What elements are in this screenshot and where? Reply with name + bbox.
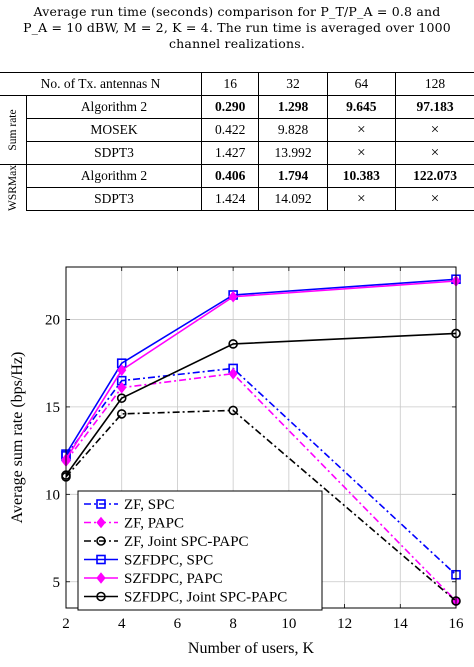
- table-cell: ×: [327, 118, 397, 142]
- runtime-table: No. of Tx. antennas N 16 32 64 128 Sum r…: [0, 72, 474, 211]
- x-tick-label: 8: [229, 616, 237, 632]
- column-header: 128: [395, 72, 474, 96]
- x-tick-label: 6: [174, 616, 182, 632]
- legend: ZF, SPC ZF, PAPC ZF, Joint SPC-PAPC SZFDPC,…: [77, 490, 323, 611]
- table-cell: 10.383: [327, 164, 397, 188]
- caption-line-3: channel realizations.: [168, 36, 306, 51]
- x-tick-label: 4: [118, 616, 126, 632]
- legend-marker: [96, 572, 106, 584]
- y-tick-label: 15: [45, 400, 60, 416]
- y-tick-label: 10: [45, 487, 60, 503]
- data-point: [116, 393, 127, 403]
- table-cell: 122.073: [395, 164, 474, 188]
- table-cell: ×: [395, 187, 474, 211]
- table-cell: ×: [327, 141, 397, 165]
- x-tick-label: 2: [62, 616, 70, 632]
- table-cell: 1.427: [201, 141, 260, 165]
- series-line: [65, 367, 457, 576]
- caption-line-2: P_A = 10 dBW, M = 2, K = 4. The run time…: [23, 20, 451, 35]
- x-tick-label: 12: [337, 616, 352, 632]
- data-point: [228, 290, 238, 303]
- series-line: [65, 409, 457, 602]
- caption-line-1: Average run time (seconds) comparison fo…: [33, 4, 441, 19]
- table-row: Sum rate Algorithm 2 0.290 1.298 9.645 9…: [0, 95, 474, 165]
- series-line: [65, 332, 457, 476]
- table-cell: 0.290: [201, 95, 260, 119]
- legend-marker: [96, 499, 106, 509]
- row-name: Algorithm 2: [26, 95, 202, 119]
- x-axis-label: Number of users, K: [188, 640, 315, 657]
- x-tick-label: 16: [449, 616, 465, 632]
- group-label: WSRMax: [7, 164, 19, 211]
- y-tick-label: 5: [53, 575, 61, 591]
- table-cell: ×: [395, 118, 474, 142]
- legend-marker: [96, 516, 106, 529]
- series-line: [65, 278, 457, 455]
- table-row: WSRMax Algorithm 2 0.406 1.794 10.383 12…: [0, 164, 474, 211]
- table-caption: Average run time (seconds) comparison fo…: [0, 4, 474, 52]
- table-row: SDPT3 1.427 13.992 × ×: [0, 141, 474, 165]
- row-name: Algorithm 2: [26, 164, 202, 188]
- table-cell: 97.183: [416, 99, 454, 114]
- legend-label: ZF, SPC: [124, 497, 175, 513]
- table-cell: ×: [327, 187, 397, 211]
- sum-rate-chart: 2 4 6 8 10 12 14 16 5 10 15 20 Number of users, K Ave…: [9, 266, 465, 657]
- legend-marker: [96, 591, 106, 602]
- legend-label: ZF, Joint SPC-PAPC: [124, 534, 249, 550]
- table-cell: 14.092: [258, 187, 328, 211]
- table-cell: 1.794: [258, 164, 328, 188]
- legend-label: SZFDPC, PAPC: [124, 571, 223, 587]
- table-cell: 9.645: [327, 95, 397, 119]
- row-name: SDPT3: [26, 187, 202, 211]
- group-label-cell: Sum rate: [0, 95, 27, 165]
- legend-marker: [96, 554, 106, 565]
- series-line: [65, 280, 457, 460]
- table-row: MOSEK 0.422 9.828 × ×: [0, 118, 474, 142]
- table-cell: 1.298: [258, 95, 328, 119]
- x-tick-label: 14: [393, 616, 409, 632]
- y-tick-label: 20: [45, 312, 60, 328]
- legend-box: [77, 490, 323, 611]
- table-cell: 0.406: [201, 164, 260, 188]
- table-cell: ×: [395, 141, 474, 165]
- data-point: [117, 381, 127, 394]
- column-header: 32: [258, 72, 328, 96]
- y-axis-label: Average sum rate (bps/Hz): [9, 352, 26, 524]
- legend-label: SZFDPC, Joint SPC-PAPC: [124, 590, 287, 606]
- column-header: 16: [201, 72, 260, 96]
- data-point: [228, 339, 238, 349]
- header-label: No. of Tx. antennas N: [0, 72, 202, 96]
- column-header: 64: [327, 72, 397, 96]
- legend-label: SZFDPC, SPC: [124, 553, 213, 569]
- row-name: SDPT3: [26, 141, 202, 165]
- legend-marker: [96, 536, 106, 546]
- table-cell: 1.424: [201, 187, 260, 211]
- data-point: [116, 409, 127, 419]
- x-tick-label: 10: [281, 616, 296, 632]
- series-line: [65, 372, 457, 602]
- legend-label: ZF, PAPC: [124, 516, 184, 532]
- table-cell: 0.422: [201, 118, 260, 142]
- table-cell: 13.992: [258, 141, 328, 165]
- data-point: [228, 367, 238, 380]
- row-name: MOSEK: [26, 118, 202, 142]
- group-label-cell: WSRMax: [0, 164, 27, 211]
- table-header-row: No. of Tx. antennas N 16 32 64 128: [0, 72, 474, 96]
- group-label: Sum rate: [7, 109, 19, 151]
- data-point: [228, 405, 238, 416]
- data-point: [117, 364, 127, 376]
- table-cell: 9.828: [258, 118, 328, 142]
- table-row: SDPT3 1.424 14.092 × ×: [0, 187, 474, 211]
